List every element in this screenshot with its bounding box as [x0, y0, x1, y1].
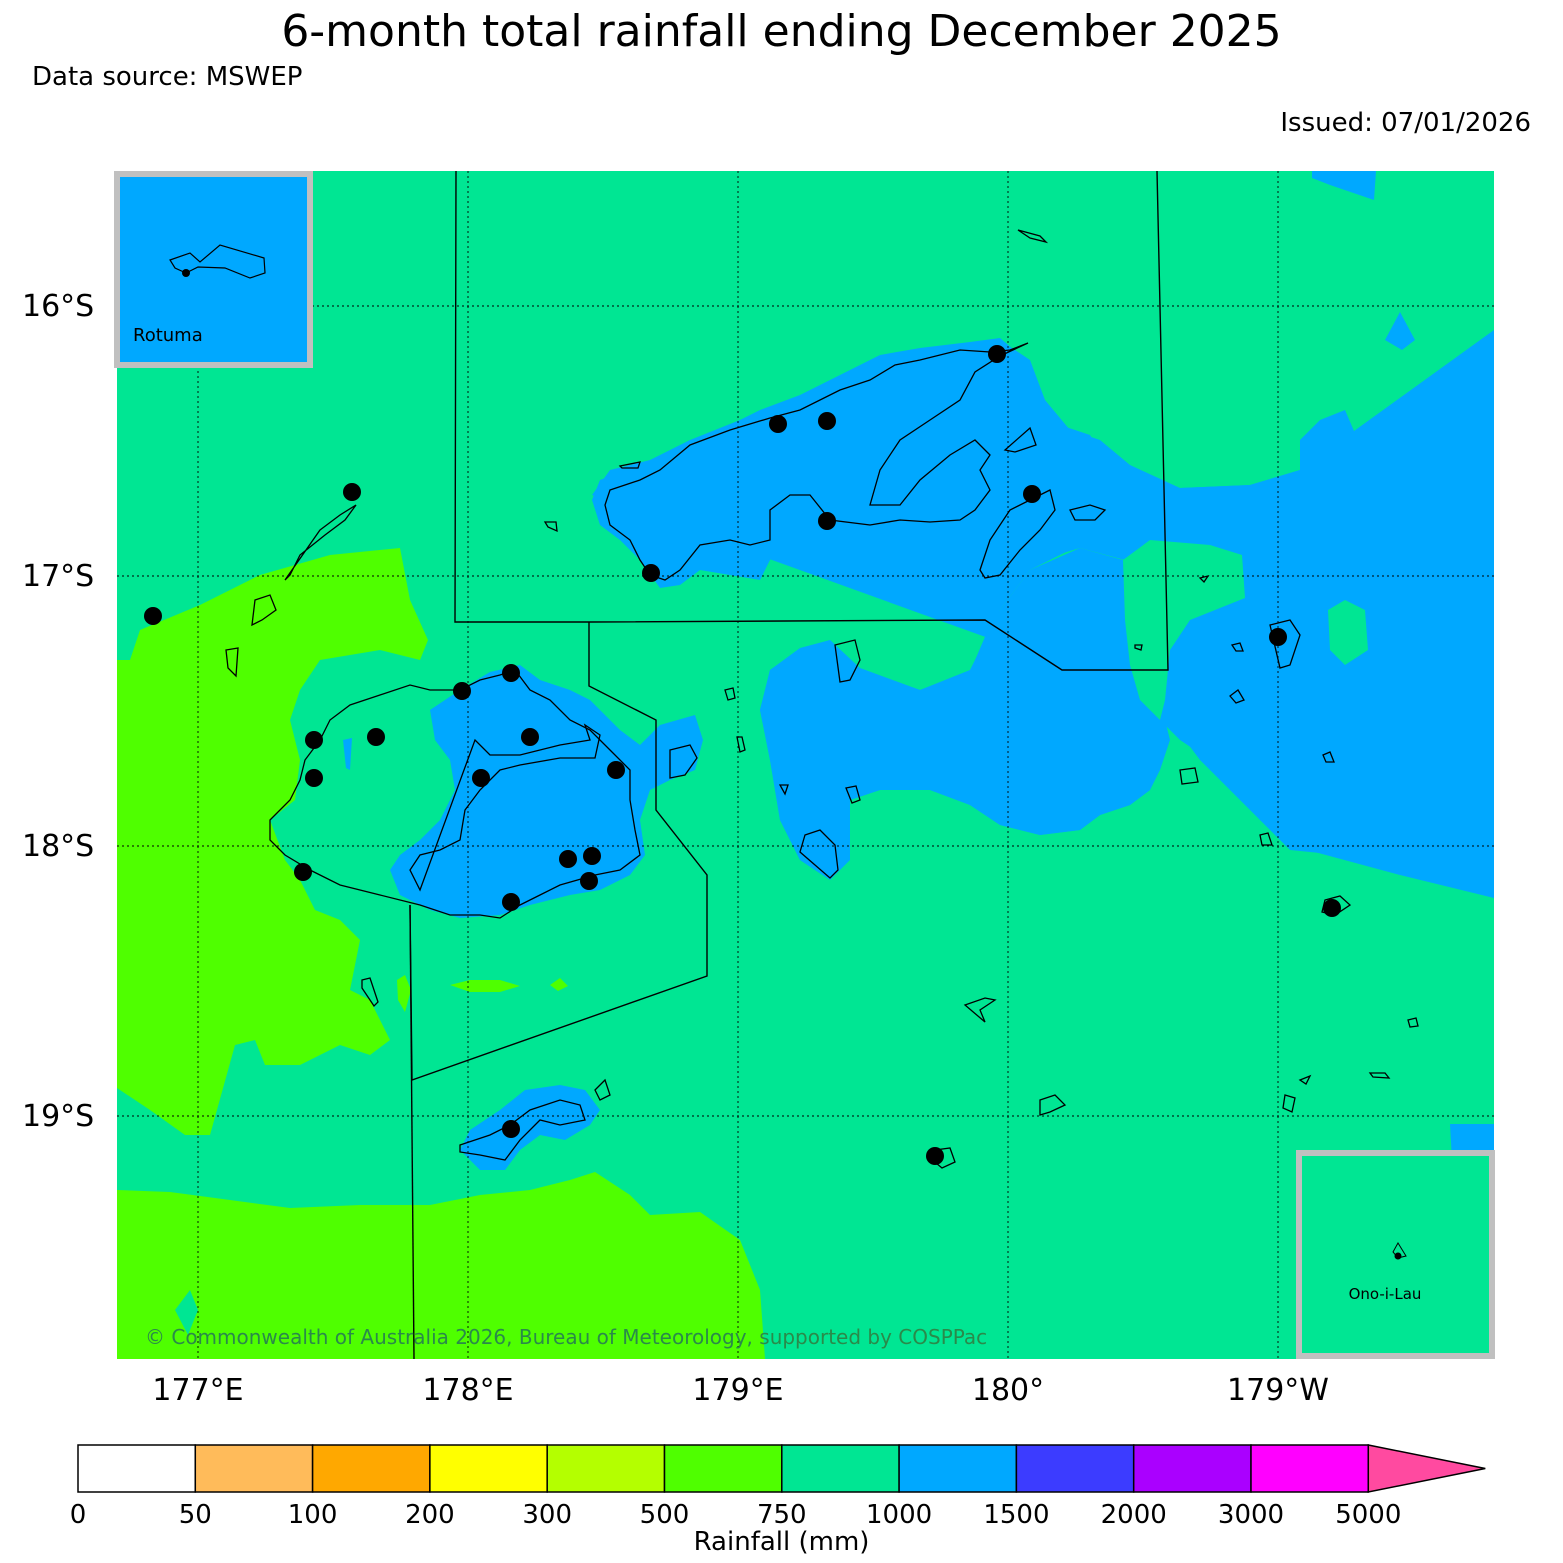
colorbar-extend-arrow [1367, 1444, 1486, 1493]
band-1000-1500-top-right [1312, 171, 1376, 200]
band-500-750-small-1 [397, 975, 411, 1012]
band-500-750-small-2 [450, 980, 520, 992]
colorbar-ticks: 0 50 100 200 300 500 750 1000 1500 2000 3000 5000 [70, 1500, 1402, 1530]
station-marker[interactable] [343, 483, 361, 501]
lon-label-179e: 179°E [692, 1373, 783, 1408]
band-1000-1500-taveuni-gap [1122, 540, 1245, 720]
lon-label-177e: 177°E [152, 1373, 243, 1408]
station-marker[interactable] [1269, 628, 1287, 646]
colorbar-tick-label: 200 [405, 1500, 455, 1530]
band-500-750-west [117, 548, 428, 1135]
station-marker[interactable] [453, 682, 471, 700]
data-source: Data source: MSWEP [32, 62, 303, 92]
map-panel: © Commonwealth of Australia 2026, Bureau… [117, 171, 1494, 1359]
coastlines [225, 229, 1419, 1169]
colorbar-swatch [1250, 1444, 1370, 1493]
station-marker[interactable] [926, 1147, 944, 1165]
copyright-notice: © Commonwealth of Australia 2026, Bureau… [145, 1325, 987, 1349]
band-500-750-south [117, 1172, 765, 1359]
colorbar-swatch [898, 1444, 1018, 1493]
colorbar-tick-label: 5000 [1335, 1500, 1401, 1530]
station-marker[interactable] [305, 769, 323, 787]
lon-label-178e: 178°E [422, 1373, 513, 1408]
band-500-750-small-3 [550, 978, 568, 991]
graticule [117, 171, 1494, 1359]
colorbar-tick-label: 1500 [983, 1500, 1049, 1530]
inset-rotuma-label: Rotuma [133, 325, 203, 346]
station-marker[interactable] [818, 412, 836, 430]
band-1000-1500-vanua-levu-main [592, 338, 1100, 600]
station-marker[interactable] [502, 664, 520, 682]
lat-label-18s: 18°S [22, 829, 94, 864]
colorbar-swatch [663, 1444, 783, 1493]
station-marker[interactable] [144, 607, 162, 625]
inset-ono-label: Ono-i-Lau [1349, 1285, 1422, 1303]
station-marker[interactable] [502, 893, 520, 911]
band-750-1000-hole [175, 1290, 198, 1335]
colorbar-swatch [311, 1444, 431, 1493]
station-marker[interactable] [367, 728, 385, 746]
colorbar-swatch [429, 1444, 548, 1493]
station-marker[interactable] [769, 415, 787, 433]
station-marker[interactable] [1023, 485, 1041, 503]
band-1000-1500-viti-levu [390, 665, 703, 918]
station-marker[interactable] [642, 564, 660, 582]
colorbar-tick-label: 300 [522, 1500, 572, 1530]
colorbar-tick-label: 1000 [866, 1500, 932, 1530]
colorbar [77, 1444, 1486, 1493]
inset-ono-i-lau: Ono-i-Lau [1296, 1150, 1495, 1359]
station-marker[interactable] [818, 512, 836, 530]
station-marker[interactable] [607, 761, 625, 779]
lat-label-16s: 16°S [22, 289, 94, 324]
band-1000-1500-right-patch [1385, 312, 1415, 350]
station-marker[interactable] [305, 731, 323, 749]
colorbar-swatch [546, 1444, 666, 1493]
station-marker[interactable] [1394, 1252, 1402, 1260]
lat-label-19s: 19°S [22, 1099, 94, 1134]
station-marker[interactable] [559, 850, 577, 868]
station-marker[interactable] [583, 847, 601, 865]
band-1000-1500-central-south [760, 548, 1165, 880]
issued-date: Issued: 07/01/2026 [1280, 108, 1531, 138]
colorbar-swatch [194, 1444, 314, 1493]
station-marker[interactable] [502, 1120, 520, 1138]
colorbar-tick-label: 100 [288, 1500, 338, 1530]
station-marker[interactable] [1323, 899, 1341, 917]
station-marker[interactable] [182, 269, 190, 277]
colorbar-swatch [1015, 1444, 1135, 1493]
station-marker[interactable] [580, 872, 598, 890]
colorbar-tick-label: 3000 [1218, 1500, 1284, 1530]
map-title: 6-month total rainfall ending December 2… [281, 6, 1282, 57]
lon-label-179w: 179°W [1227, 1373, 1329, 1408]
colorbar-swatch [781, 1444, 900, 1493]
colorbar-tick-label: 0 [70, 1500, 87, 1530]
lon-label-180: 180° [972, 1373, 1044, 1408]
colorbar-tick-label: 750 [757, 1500, 807, 1530]
colorbar-swatch [77, 1444, 197, 1493]
division-boundaries [409, 171, 1169, 1359]
station-marker[interactable] [988, 345, 1006, 363]
band-1000-1500-kadavu [460, 1085, 600, 1170]
station-marker[interactable] [472, 769, 490, 787]
band-1000-1500-viti-levu-small [343, 738, 352, 770]
station-marker[interactable] [294, 863, 312, 881]
colorbar-tick-label: 50 [179, 1500, 212, 1530]
station-marker[interactable] [521, 728, 539, 746]
colorbar-tick-label: 500 [640, 1500, 690, 1530]
colorbar-tick-label: 2000 [1101, 1500, 1167, 1530]
lat-label-17s: 17°S [22, 559, 94, 594]
band-1000-1500-lau-gap [1328, 600, 1368, 665]
inset-rotuma: Rotuma [114, 171, 313, 368]
colorbar-title: Rainfall (mm) [693, 1527, 870, 1557]
band-1000-1500-east-bulk [1020, 330, 1494, 898]
colorbar-swatch [1132, 1444, 1252, 1493]
stations [144, 345, 1341, 1165]
